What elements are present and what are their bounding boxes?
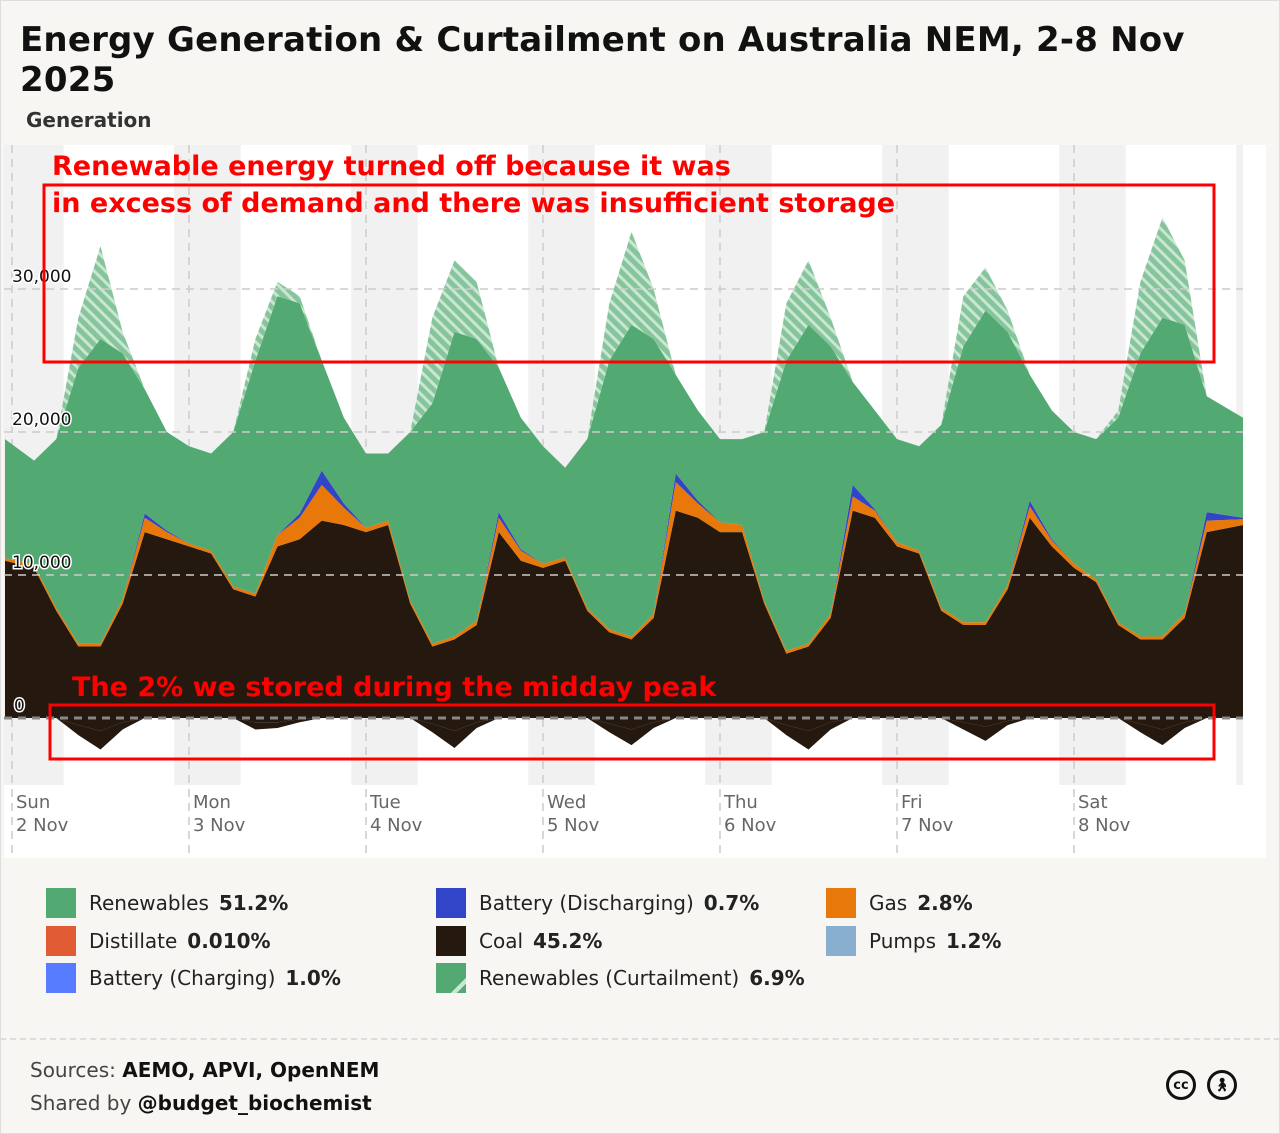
legend-swatch — [826, 926, 856, 956]
x-tick-day: Wed — [547, 792, 586, 813]
x-tick-date: 3 Nov — [193, 815, 246, 836]
cc-icon: cc — [1166, 1070, 1196, 1100]
x-tick-date: 6 Nov — [724, 815, 777, 836]
x-tick-day: Sun — [16, 792, 50, 813]
legend-swatch — [436, 888, 466, 918]
x-tick-date: 4 Nov — [370, 815, 423, 836]
legend-swatch — [46, 926, 76, 956]
x-tick-date: 7 Nov — [901, 815, 954, 836]
legend-percent: 51.2% — [218, 891, 289, 915]
legend-swatch — [436, 926, 466, 956]
legend-swatch — [826, 888, 856, 918]
legend-percent: 1.0% — [285, 966, 341, 990]
sources-label: Sources: — [30, 1058, 116, 1082]
legend-item: Renewables 51.2% — [46, 888, 288, 918]
legend-item: Battery (Charging) 1.0% — [46, 963, 341, 993]
y-tick-label: 0 — [14, 696, 25, 716]
x-tick-day: Sat — [1078, 792, 1108, 813]
legend-swatch — [46, 963, 76, 993]
legend-label: Battery (Discharging) — [479, 891, 694, 915]
y-tick-label: 20,000 — [12, 410, 71, 430]
legend-swatch — [46, 888, 76, 918]
curtailment-annotation-box — [42, 183, 1216, 364]
storage-annotation-box — [48, 703, 1216, 761]
shared-line: Shared by @budget_biochemist — [30, 1091, 372, 1115]
legend-label: Gas — [869, 891, 908, 915]
legend-label: Renewables — [89, 891, 209, 915]
legend-item: Renewables (Curtailment) 6.9% — [436, 963, 805, 993]
x-tick-day: Thu — [723, 792, 758, 813]
legend-item: Pumps 1.2% — [826, 926, 1001, 956]
legend-percent: 45.2% — [533, 929, 603, 953]
legend-item: Battery (Discharging) 0.7% — [436, 888, 759, 918]
legend-swatch — [436, 963, 466, 993]
x-tick-date: 5 Nov — [547, 815, 600, 836]
footer-divider — [0, 1038, 1280, 1040]
legend-item: Coal 45.2% — [436, 926, 602, 956]
x-tick-day: Tue — [369, 792, 401, 813]
storage-annotation: The 2% we stored during the midday peak — [72, 672, 717, 703]
attribution-icon: 🚶︎ — [1207, 1070, 1237, 1100]
legend-label: Distillate — [89, 929, 178, 953]
legend-percent: 0.7% — [703, 891, 760, 915]
shared-by: @budget_biochemist — [137, 1091, 372, 1115]
legend-percent: 2.8% — [917, 891, 973, 915]
legend-label: Coal — [479, 929, 524, 953]
area-pumps — [5, 718, 1243, 731]
y-tick-label: 30,000 — [12, 267, 71, 287]
area-battery-charging- — [5, 718, 1243, 750]
sources: AEMO, APVI, OpenNEM — [122, 1058, 380, 1082]
curtailment-annotation-line2: in excess of demand and there was insuff… — [52, 188, 895, 219]
x-tick-day: Fri — [901, 792, 922, 813]
legend-percent: 6.9% — [749, 966, 805, 990]
legend-item: Gas 2.8% — [826, 888, 973, 918]
y-tick-label: 10,000 — [12, 553, 71, 573]
legend-label: Renewables (Curtailment) — [479, 966, 740, 990]
panel-label: Generation — [26, 108, 152, 132]
x-tick-date: 8 Nov — [1078, 815, 1131, 836]
x-tick-date: 2 Nov — [16, 815, 69, 836]
area-renewables — [5, 296, 1243, 651]
legend-label: Battery (Charging) — [89, 966, 276, 990]
legend-label: Pumps — [869, 929, 936, 953]
chart-title: Energy Generation & Curtailment on Austr… — [20, 20, 1185, 100]
sources-line: Sources: AEMO, APVI, OpenNEM — [30, 1058, 379, 1082]
shared-label: Shared by — [30, 1091, 132, 1115]
area-renewables-curtailment- — [5, 217, 1243, 468]
area-gas — [5, 482, 1243, 654]
legend-percent: 0.010% — [187, 929, 271, 953]
x-tick-day: Mon — [193, 792, 231, 813]
legend-percent: 1.2% — [945, 929, 1002, 953]
area-coal — [5, 510, 1243, 718]
legend-item: Distillate 0.010% — [46, 926, 271, 956]
curtailment-annotation-line1: Renewable energy turned off because it w… — [52, 151, 731, 182]
